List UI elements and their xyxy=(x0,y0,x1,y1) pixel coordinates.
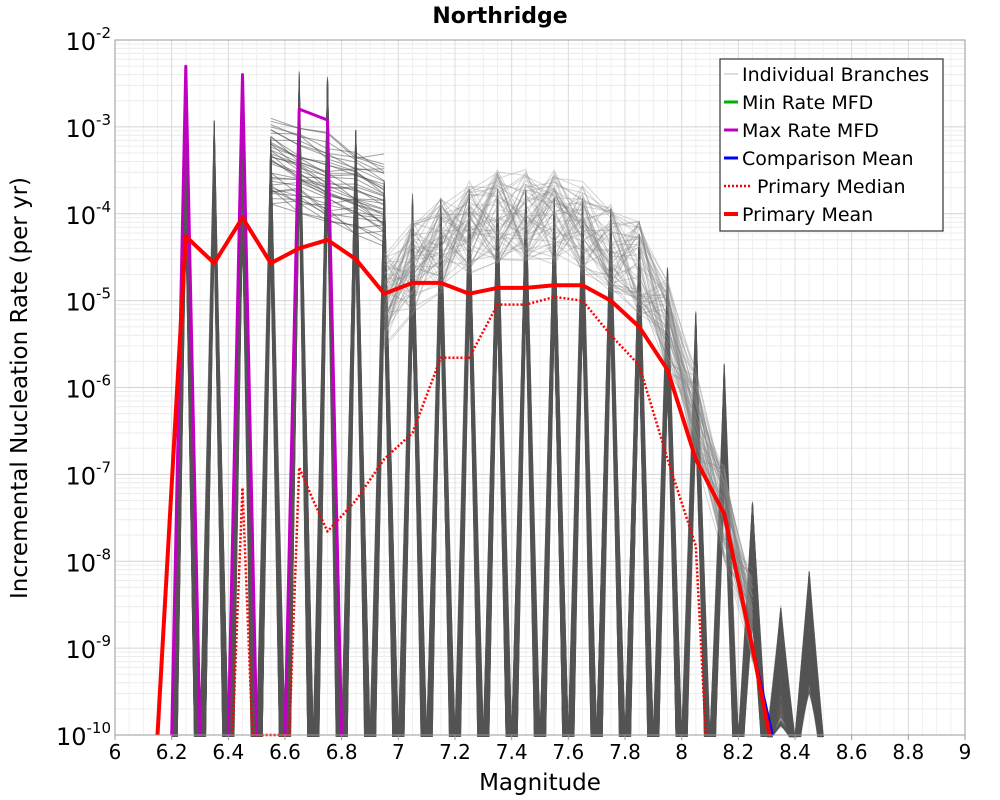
branch-line xyxy=(383,172,753,628)
branch-line xyxy=(383,197,753,607)
branch-line xyxy=(384,179,753,627)
x-tick-label: 8.4 xyxy=(779,740,811,764)
branch-line xyxy=(174,81,819,738)
legend: Individual Branches Min Rate MFD Max Rate … xyxy=(719,58,944,232)
branch-line xyxy=(383,177,753,602)
branch-line xyxy=(383,185,753,660)
branch-line xyxy=(384,186,753,610)
branch-line xyxy=(383,215,753,619)
x-tick-label: 7.8 xyxy=(609,740,641,764)
branch-line xyxy=(384,176,753,630)
x-tick-label: 8.6 xyxy=(836,740,868,764)
x-tick-label: 7 xyxy=(392,740,405,764)
y-tick-label: 10-2 xyxy=(65,24,111,56)
legend-label: Primary Median xyxy=(757,176,906,198)
y-axis-label: Incremental Nucleation Rate (per yr) xyxy=(7,177,33,599)
branch-line xyxy=(383,168,753,655)
branch-line xyxy=(383,188,753,663)
x-tick-label: 6.8 xyxy=(326,740,358,764)
branch-line xyxy=(383,174,753,662)
y-tick-label: 10-9 xyxy=(65,632,111,664)
x-tick-label: 6.2 xyxy=(156,740,188,764)
branch-line xyxy=(383,171,753,656)
branch-line xyxy=(383,197,753,618)
branch-line xyxy=(383,189,753,597)
branch-line xyxy=(384,190,753,580)
x-tick-label: 8 xyxy=(675,740,688,764)
branch-line xyxy=(383,198,753,613)
branch-line xyxy=(383,175,753,589)
branch-line xyxy=(383,180,753,622)
legend-label: Primary Mean xyxy=(742,204,873,226)
branch-line xyxy=(383,172,753,619)
branch-line xyxy=(383,186,753,634)
branch-line xyxy=(383,180,753,608)
branch-line xyxy=(384,186,753,634)
y-axis-ticks: 10-2 10-3 10-4 10-5 10-6 10-7 10-8 10-9 10-10 xyxy=(56,24,111,751)
x-tick-label: 6 xyxy=(109,740,122,764)
x-tick-label: 8.2 xyxy=(722,740,754,764)
x-tick-label: 7.4 xyxy=(496,740,528,764)
x-tick-label: 6.6 xyxy=(269,740,301,764)
branch-line xyxy=(383,173,753,589)
y-tick-label: 10-10 xyxy=(56,719,111,751)
branch-line xyxy=(384,172,753,597)
x-tick-label: 9 xyxy=(959,740,972,764)
branch-line xyxy=(383,187,753,610)
branch-line xyxy=(383,181,753,610)
x-axis-ticks: 6 6.2 6.4 6.6 6.8 7 7.2 7.4 7.6 7.8 8 8.2 8.4 8.6 8.8 9 xyxy=(109,735,972,764)
y-tick-label: 10-8 xyxy=(65,545,111,577)
branch-line xyxy=(383,183,753,579)
y-tick-label: 10-7 xyxy=(65,458,111,490)
branch-line xyxy=(383,171,753,650)
branch-line xyxy=(384,185,753,597)
branch-line xyxy=(383,184,753,655)
y-tick-label: 10-5 xyxy=(65,285,111,317)
branch-line xyxy=(383,179,753,637)
chart-title: Northridge xyxy=(432,4,567,29)
branch-line xyxy=(383,196,753,571)
x-tick-label: 6.4 xyxy=(212,740,244,764)
x-tick-label: 8.8 xyxy=(892,740,924,764)
branch-line xyxy=(383,196,753,588)
branch-line xyxy=(383,219,753,616)
x-tick-label: 7.2 xyxy=(439,740,471,764)
branch-line xyxy=(383,208,753,645)
branch-line xyxy=(383,217,753,577)
branch-line xyxy=(383,169,753,644)
branch-line xyxy=(383,199,753,611)
legend-label: Individual Branches xyxy=(742,64,929,86)
branch-line xyxy=(174,80,819,738)
branch-line xyxy=(171,152,820,738)
x-axis-label: Magnitude xyxy=(479,770,601,796)
legend-label: Min Rate MFD xyxy=(742,92,873,114)
legend-label: Comparison Mean xyxy=(742,148,914,170)
branch-line xyxy=(383,183,753,624)
y-tick-label: 10-6 xyxy=(65,372,111,404)
branch-line xyxy=(384,200,753,620)
branch-line xyxy=(176,188,824,738)
x-tick-label: 7.6 xyxy=(552,740,584,764)
y-tick-label: 10-3 xyxy=(65,111,111,143)
branch-line xyxy=(383,199,753,645)
legend-label: Max Rate MFD xyxy=(742,120,879,142)
y-tick-label: 10-4 xyxy=(65,198,111,230)
branch-line xyxy=(383,175,753,616)
branch-line xyxy=(383,168,753,587)
